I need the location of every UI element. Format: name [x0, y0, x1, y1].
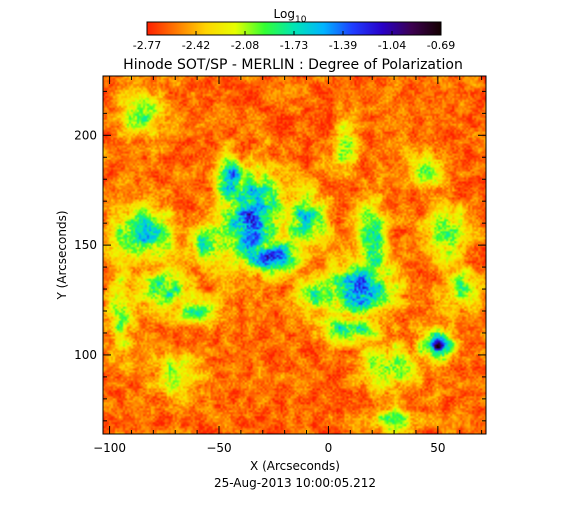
timestamp: 25-Aug-2013 10:00:05.212: [214, 476, 376, 490]
y-tick-label: 100: [74, 348, 97, 362]
colorbar-tick-label: -2.42: [182, 39, 210, 52]
x-axis-label: X (Arcseconds): [250, 459, 340, 473]
y-tick-label: 200: [74, 128, 97, 142]
colorbar-label: Log10: [274, 7, 307, 25]
colorbar-tick-label: -0.69: [427, 39, 455, 52]
x-tick-label: 50: [430, 441, 445, 455]
plot-frame: [102, 75, 487, 435]
colorbar-tick-label: -1.39: [329, 39, 357, 52]
colorbar-tick-label: -2.08: [231, 39, 259, 52]
colorbar: Log10 -2.77 -2.42 -2.08 -1.73 -1.39 -1.04 -0.6…: [133, 7, 455, 52]
x-tick-label: −100: [93, 441, 126, 455]
colorbar-tick-label: -1.04: [378, 39, 406, 52]
colorbar-tick-label: -2.77: [133, 39, 161, 52]
y-tick-label: 150: [74, 238, 97, 252]
y-axis-label: Y (Arcseconds): [55, 210, 69, 300]
colorbar-tick-label: -1.73: [280, 39, 308, 52]
heatmap-image: [103, 76, 486, 434]
x-tick-label: −50: [206, 441, 231, 455]
x-tick-label: 0: [325, 441, 333, 455]
chart-title: Hinode SOT/SP - MERLIN : Degree of Polar…: [123, 57, 463, 73]
